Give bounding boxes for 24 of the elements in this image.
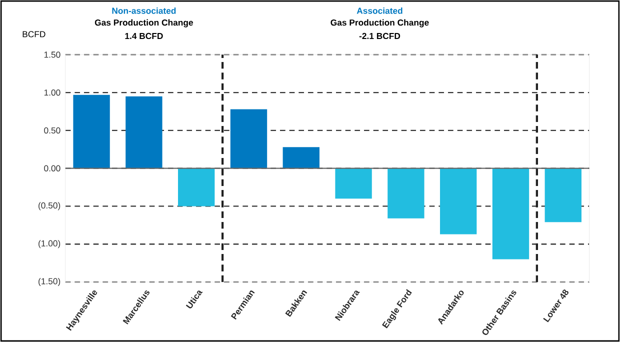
y-tick-label: 0.00 <box>44 165 60 172</box>
bar <box>73 94 110 168</box>
y-axis-title: BCFD <box>22 31 46 38</box>
bar <box>544 168 582 222</box>
bar <box>178 168 215 206</box>
bar <box>282 147 320 168</box>
bar <box>230 109 268 168</box>
y-tick-label: (1.50) <box>38 278 60 286</box>
text: 1.4 BCFD <box>125 32 163 40</box>
bar <box>126 96 162 168</box>
bar <box>335 168 372 199</box>
bar <box>388 168 424 218</box>
text: -2.1 BCFD <box>359 32 400 40</box>
text: Gas Production Change <box>94 19 193 28</box>
bar <box>440 168 477 234</box>
y-tick-label: 1.00 <box>44 89 60 96</box>
y-tick-label: 1.50 <box>44 52 60 58</box>
y-tick-label: (0.50) <box>38 202 60 210</box>
y-tick-label: 0.50 <box>44 127 60 134</box>
text: Associated <box>356 7 402 14</box>
bar <box>492 168 530 260</box>
y-tick-label: (1.00) <box>38 240 60 248</box>
text: Gas Production Change <box>330 19 429 28</box>
text: Non-associated <box>112 7 176 14</box>
